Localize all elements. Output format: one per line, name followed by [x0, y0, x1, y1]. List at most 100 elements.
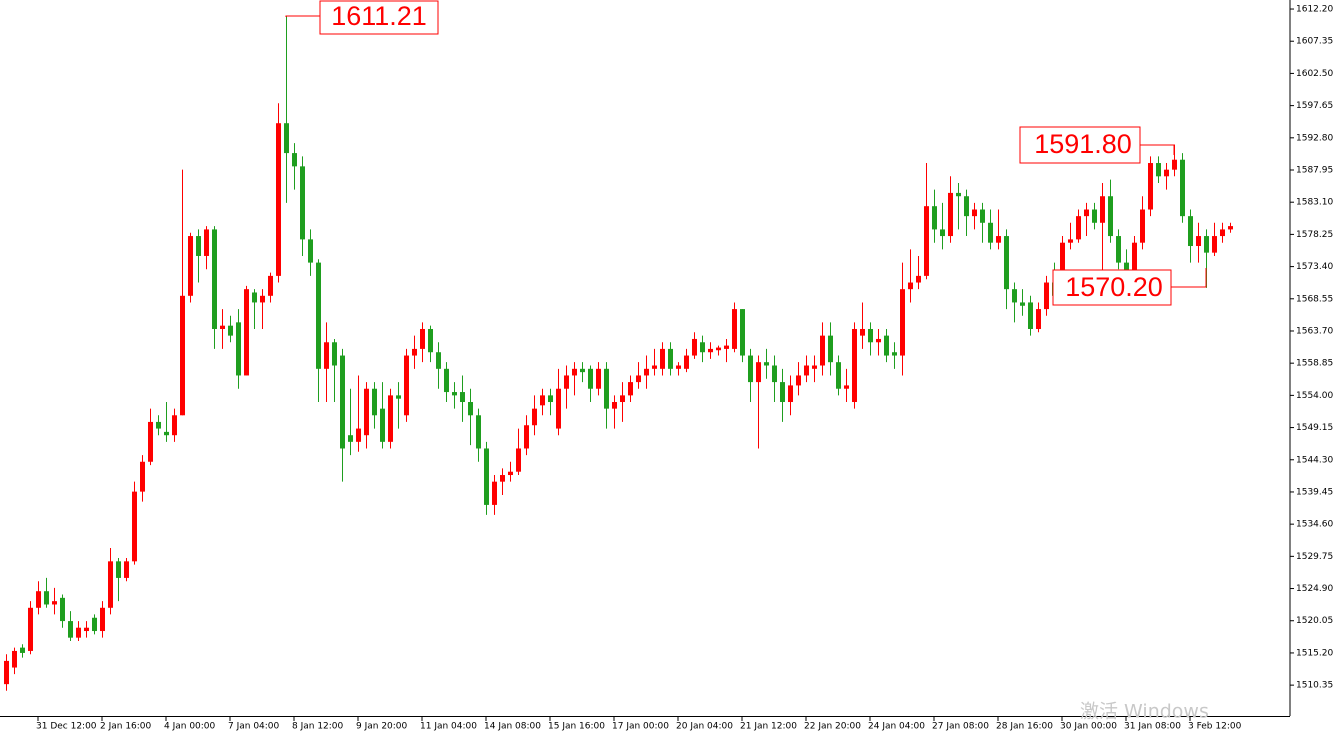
- candle-body: [172, 415, 177, 436]
- candle-body: [828, 335, 833, 363]
- candle-body: [244, 289, 249, 376]
- candle-body: [180, 295, 185, 416]
- candle-body: [92, 617, 97, 632]
- candle-body: [484, 448, 489, 505]
- candle-body: [108, 561, 113, 608]
- candle-body: [548, 395, 553, 403]
- candle-body: [996, 236, 1001, 243]
- candle-body: [356, 428, 361, 442]
- x-tick-label: 31 Jan 08:00: [1124, 722, 1181, 732]
- annotation-connector: [1140, 144, 1175, 155]
- candle-body: [980, 209, 985, 223]
- candle-body: [300, 166, 305, 240]
- candle-body: [1196, 236, 1201, 247]
- candle-body: [436, 352, 441, 369]
- candle-body: [404, 355, 409, 416]
- candle-body: [620, 395, 625, 403]
- candle-body: [588, 368, 593, 389]
- candle-body: [1204, 236, 1209, 253]
- candle-body: [372, 388, 377, 416]
- candle-body: [4, 660, 9, 685]
- candle-body: [940, 229, 945, 237]
- candle-body: [900, 289, 905, 356]
- candle-body: [364, 388, 369, 436]
- y-tick-label: 1583.10: [1296, 198, 1333, 208]
- candle-body: [516, 448, 521, 472]
- candle-body: [204, 229, 209, 256]
- y-tick-label: 1578.25: [1296, 230, 1333, 240]
- y-tick-label: 1510.35: [1296, 681, 1333, 691]
- candle-body: [884, 335, 889, 356]
- candle-body: [844, 385, 849, 389]
- candle-body: [460, 392, 465, 403]
- y-tick-label: 1587.95: [1296, 166, 1333, 176]
- x-tick-label: 22 Jan 20:00: [804, 722, 861, 732]
- candle-body: [692, 338, 697, 356]
- candle-body: [420, 328, 425, 349]
- candle-body: [348, 435, 353, 442]
- candle-body: [1108, 196, 1113, 237]
- y-tick-label: 1520.05: [1296, 616, 1333, 626]
- candle-body: [252, 292, 257, 303]
- x-tick-label: 2 Jan 16:00: [100, 722, 152, 732]
- candle-body: [212, 229, 217, 329]
- candle-body: [44, 591, 49, 605]
- candle-body: [580, 368, 585, 373]
- candle-body: [100, 607, 105, 632]
- candle-body: [1092, 209, 1097, 223]
- y-tick-label: 1529.75: [1296, 552, 1333, 562]
- y-tick-label: 1592.80: [1296, 133, 1333, 143]
- candle-body: [596, 368, 601, 389]
- candle-body: [732, 309, 737, 349]
- candle-body: [772, 365, 777, 383]
- candle-body: [964, 196, 969, 217]
- candle-body: [452, 392, 457, 396]
- candle-body: [428, 328, 433, 353]
- candle-body: [1084, 209, 1089, 217]
- x-tick-label: 3 Feb 12:00: [1188, 722, 1242, 732]
- x-tick-label: 27 Jan 08:00: [932, 722, 989, 732]
- y-tick-label: 1558.85: [1296, 359, 1333, 369]
- candle-body: [284, 123, 289, 154]
- candle-body: [836, 362, 841, 389]
- x-tick-label: 15 Jan 16:00: [548, 722, 605, 732]
- candle-body: [668, 348, 673, 369]
- candle-body: [468, 402, 473, 416]
- candle-body: [764, 362, 769, 366]
- x-tick-label: 21 Jan 12:00: [740, 722, 797, 732]
- x-tick-label: 30 Jan 00:00: [1060, 722, 1117, 732]
- candle-body: [604, 368, 609, 409]
- x-tick-label: 11 Jan 04:00: [420, 722, 477, 732]
- x-tick-label: 8 Jan 12:00: [292, 722, 344, 732]
- candle-body: [156, 421, 161, 429]
- candle-body: [444, 368, 449, 393]
- candle-body: [644, 368, 649, 376]
- candle-body: [228, 325, 233, 336]
- candle-body: [476, 415, 481, 449]
- candle-body: [740, 309, 745, 356]
- annotation-box: [319, 0, 439, 35]
- annotation-label: 1591.80: [1034, 129, 1132, 159]
- candle-body: [652, 365, 657, 369]
- candle-body: [756, 362, 761, 383]
- candle-body: [812, 365, 817, 369]
- candle-body: [684, 355, 689, 369]
- annotation-label: 1611.21: [331, 1, 427, 31]
- x-tick-label: 9 Jan 20:00: [356, 722, 408, 732]
- candle-body: [332, 342, 337, 366]
- candle-body: [788, 385, 793, 403]
- candle-body: [628, 382, 633, 396]
- annotation-label: 1570.20: [1065, 272, 1163, 302]
- candle-body: [1028, 302, 1033, 329]
- y-tick-label: 1524.90: [1296, 584, 1333, 594]
- candle-body: [860, 328, 865, 336]
- candle-body: [1100, 196, 1105, 223]
- candle-body: [972, 209, 977, 217]
- candle-body: [1036, 309, 1041, 329]
- candle-body: [1132, 242, 1137, 276]
- candle-body: [748, 355, 753, 383]
- candle-body: [316, 262, 321, 369]
- annotation-box: [1019, 126, 1141, 164]
- candle-body: [724, 345, 729, 349]
